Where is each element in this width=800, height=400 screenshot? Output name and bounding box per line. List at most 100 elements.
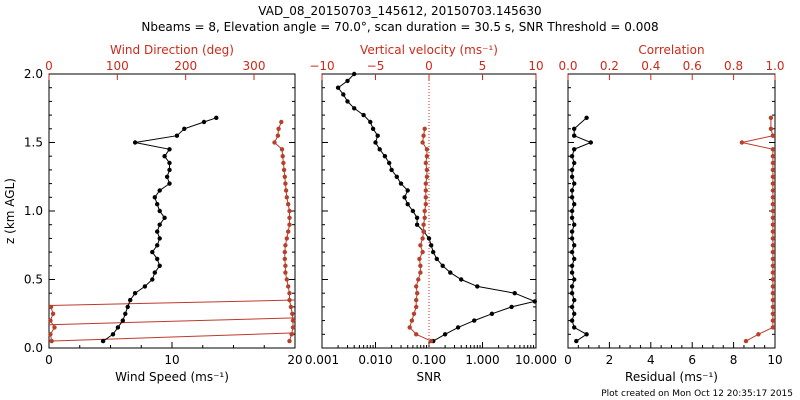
data-point [167,181,172,186]
data-point [167,160,172,166]
data-point [572,222,577,227]
data-point [152,195,157,200]
data-point [415,291,420,296]
bottom-tick-label: 10.000 [515,353,557,367]
data-point [284,236,289,241]
data-point [272,140,277,145]
data-point [389,167,394,173]
data-point [569,270,575,275]
data-point [284,277,289,282]
data-point [569,215,575,220]
data-point [770,215,776,220]
bottom-tick-label: 0.100 [412,353,446,367]
data-point [125,304,130,310]
bottom-tick-label: 0.010 [358,353,392,367]
data-point [422,215,427,220]
data-point [370,126,376,131]
data-point [770,195,776,200]
data-point [423,181,428,186]
data-point [770,243,776,248]
data-point [418,270,423,275]
data-point [418,263,423,268]
data-point [290,311,295,316]
data-point [770,174,776,179]
data-point [569,229,575,234]
data-point [382,154,388,159]
data-point [48,304,54,310]
data-point [770,167,776,173]
data-point [416,277,421,282]
data-point [770,277,776,282]
top-tick-label: 0.2 [600,59,619,73]
top-tick-label: 200 [174,59,197,73]
data-point [770,188,776,193]
data-point [572,243,577,248]
top-tick-label: 0.8 [724,59,743,73]
data-point [569,208,575,214]
data-point [572,325,577,330]
data-point [287,297,292,303]
bottom-tick-label: 4 [647,353,655,367]
data-point [770,291,776,296]
data-point [115,325,121,330]
data-point [279,119,284,125]
data-point [100,338,106,344]
data-point [283,270,288,275]
data-point [569,154,575,159]
data-point [414,222,420,227]
data-point [155,256,160,262]
data-point [431,249,436,255]
data-point [572,277,577,282]
y-tick-label: 0.5 [24,273,43,287]
data-point [770,133,776,138]
data-point [417,256,422,262]
data-point [569,188,575,193]
data-point [155,243,160,248]
data-point [770,222,776,227]
data-point [152,270,157,275]
top-tick-label: 0.0 [558,59,577,73]
data-point [414,284,419,289]
plot-frame [48,73,296,349]
data-point [120,318,126,323]
data-point [132,291,138,296]
data-point [282,174,287,179]
data-point [572,311,577,316]
y-tick-label: 2.0 [24,67,43,81]
top-tick-label: 100 [106,59,129,73]
data-point [429,243,434,248]
data-point [352,106,357,111]
data-point [155,202,160,207]
data-point [409,318,415,323]
top-tick-label: 0.6 [683,59,702,73]
data-point [424,154,430,159]
data-point [405,188,410,193]
data-point [345,78,350,84]
data-point [162,215,167,220]
data-point [770,263,776,268]
data-point [572,126,577,131]
data-point [572,202,577,207]
data-point [442,332,448,337]
data-point [132,140,138,145]
data-point [287,215,292,220]
data-point [572,133,577,138]
data-point [423,188,428,193]
data-point [770,256,776,262]
data-point [572,297,577,303]
data-point [341,92,346,97]
data-point [428,338,434,344]
data-point [286,284,291,289]
figure-subtitle: Nbeams = 8, Elevation angle = 70.0°, sca… [141,20,658,34]
bottom-tick-label: 10 [164,353,179,367]
data-point [423,195,428,200]
data-point [421,222,426,227]
data-point [423,160,428,166]
bottom-tick-label: 8 [730,353,738,367]
data-point [756,332,761,337]
data-point [423,202,428,207]
top-tick-label: 1.0 [765,59,784,73]
y-axis-label: z (km AGL) [3,178,17,244]
series-line-vertical-velocity [409,128,432,342]
top-axis-label: Vertical velocity (ms⁻¹) [360,43,498,57]
